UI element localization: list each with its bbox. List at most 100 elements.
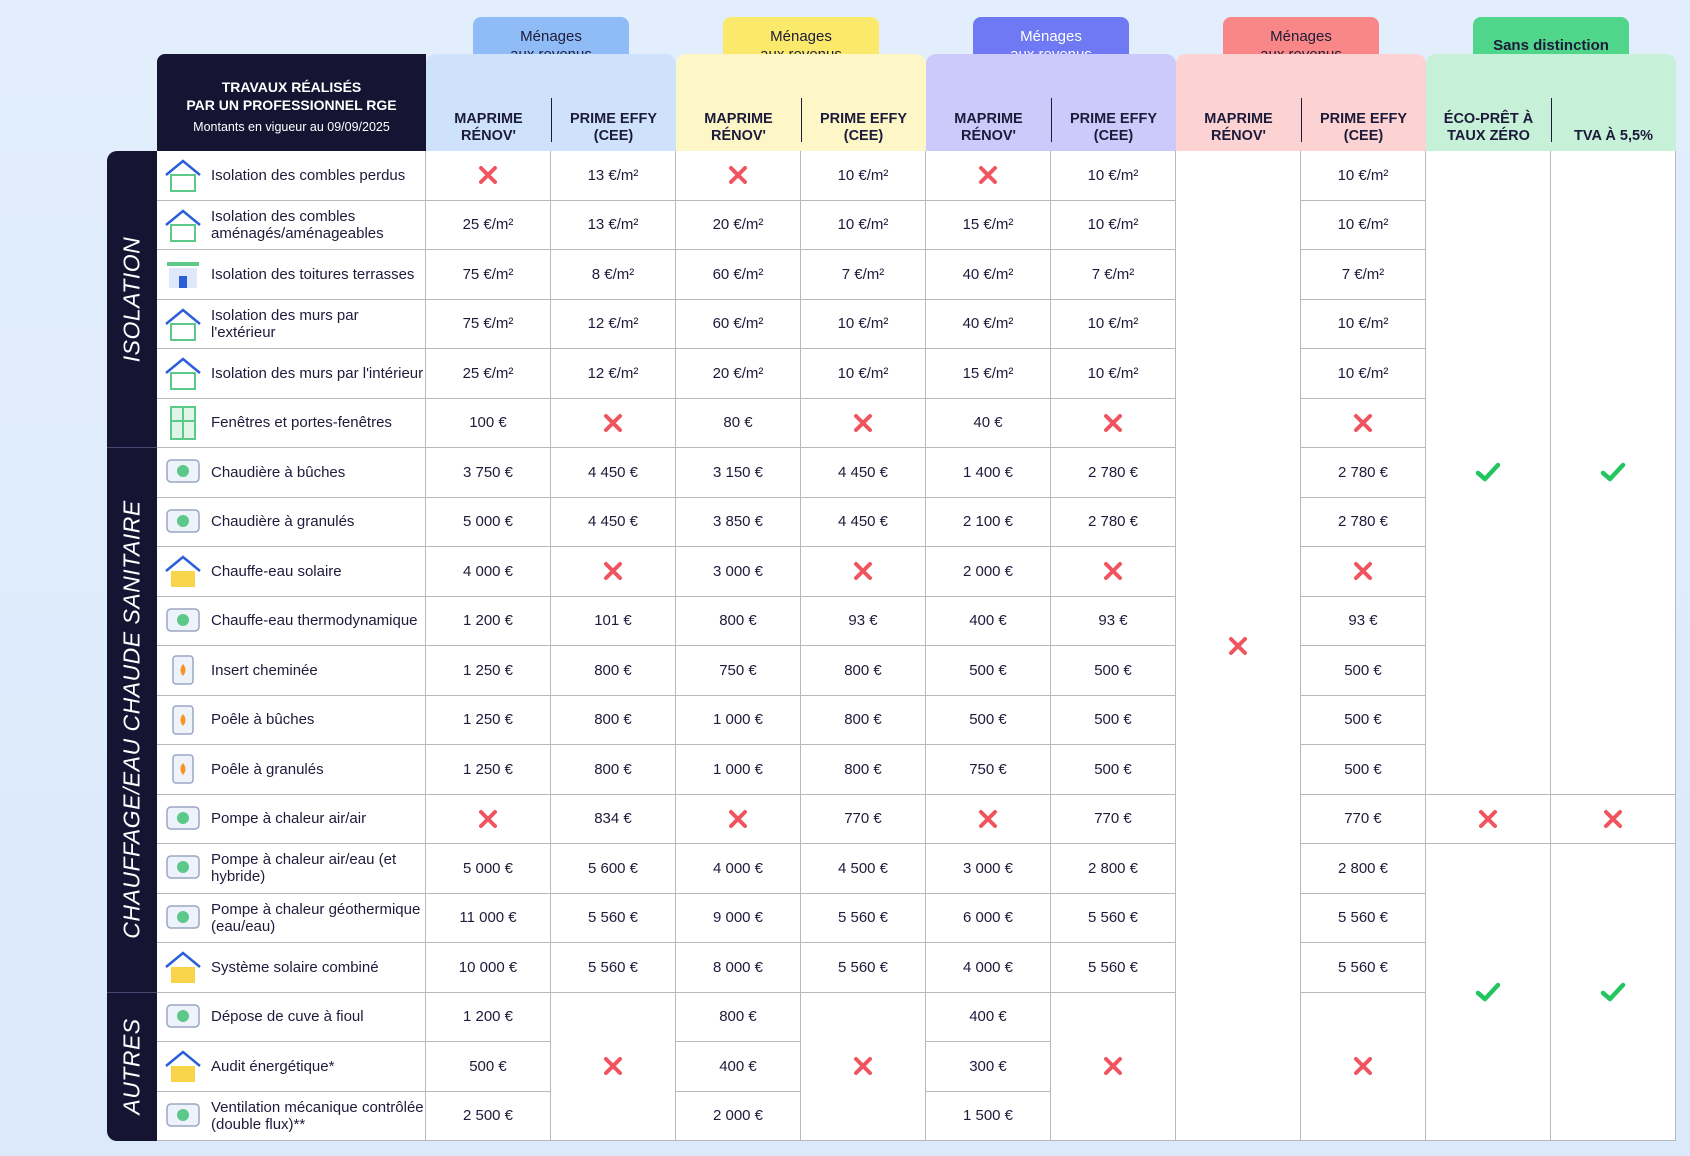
table-cell: 10 €/m² [1051,200,1176,250]
cross-icon [1604,809,1622,828]
table-cell: 15 €/m² [926,349,1051,399]
combined-solar-icon [165,951,201,984]
table-cell: 500 € [426,1042,551,1092]
table-cell: 75 €/m² [426,299,551,349]
table-cell: 500 € [1051,745,1176,795]
table-cell: 15 €/m² [926,200,1051,250]
table-cell: 2 780 € [1051,448,1176,498]
cross-icon [479,809,497,828]
air-water-heat-pump-icon [166,855,200,879]
table-cell: 93 € [801,596,926,646]
table-cell: 2 000 € [926,547,1051,597]
table-cell: 10 €/m² [801,349,926,399]
table-cell: 5 560 € [1051,943,1176,993]
row-label-text: Isolation des toitures terrasses [211,265,415,283]
oil-tank-icon [166,1004,200,1028]
table-cell [1551,151,1676,795]
row-label: Insert cheminée [157,646,426,696]
table-cell: 1 500 € [926,1091,1051,1141]
row-label-text: Fenêtres et portes-fenêtres [211,414,392,432]
table-cell: 10 000 € [426,943,551,993]
aid-table: TRAVAUX RÉALISÉS PAR UN PROFESSIONNEL RGE… [107,54,1676,1141]
row-label-text: Insert cheminée [211,661,318,679]
table-cell: 800 € [551,695,676,745]
column-header: MAPRIME RÉNOV' [1204,111,1273,144]
table-cell: 800 € [801,646,926,696]
row-label-text: Isolation des murs par l'intérieur [211,364,424,382]
table-cell: 1 250 € [426,695,551,745]
table-cell: 5 560 € [1051,893,1176,943]
table-cell: 500 € [1301,745,1426,795]
table-title-box: TRAVAUX RÉALISÉS PAR UN PROFESSIONNEL RGE… [157,54,426,151]
title-line: PAR UN PROFESSIONNEL RGE [186,96,397,113]
cross-icon [1354,413,1372,432]
column-header: MAPRIME RÉNOV' [954,111,1023,144]
air-air-heat-pump-icon [166,806,200,830]
table-cell: 12 €/m² [551,349,676,399]
table-cell: 7 €/m² [1301,250,1426,300]
table-cell: 1 250 € [426,745,551,795]
row-label-text: Chauffe-eau solaire [211,562,342,580]
table-cell [426,151,551,201]
table-cell: 93 € [1301,596,1426,646]
table-cell: 1 250 € [426,646,551,696]
column-header: PRIME EFFY (CEE) [1301,54,1426,151]
table-cell [1176,151,1301,1141]
table-cell [551,992,676,1141]
table-cell: 5 560 € [801,943,926,993]
cross-icon [604,562,622,581]
table-cell: 500 € [926,646,1051,696]
row-label: Chaudière à granulés [157,497,426,547]
row-label-text: Isolation des combles perdus [211,166,406,184]
table-cell: 770 € [1051,794,1176,844]
group-label-line: Ménages [1020,28,1082,45]
window-icon [170,405,196,440]
interior-wall-icon [165,357,201,391]
table-cell: 4 000 € [676,844,801,894]
column-header: ÉCO-PRÊT À TAUX ZÉRO [1443,111,1534,144]
table-cell: 13 €/m² [551,151,676,201]
fireplace-insert-icon [172,655,194,685]
table-cell: 20 €/m² [676,200,801,250]
row-label-text: Isolation des murs par l'extérieur [211,306,359,341]
cross-icon [979,809,997,828]
table-cell: 11 000 € [426,893,551,943]
row-label: Isolation des murs par l'extérieur [157,299,426,349]
row-label-text: Isolation des combles aménagés/aménageab… [211,207,384,242]
table-cell: 40 €/m² [926,250,1051,300]
row-label: Chauffe-eau thermodynamique [157,596,426,646]
row-label-text: Pompe à chaleur air/air [211,810,367,828]
table-cell: 4 450 € [551,448,676,498]
table-cell [1426,151,1551,795]
column-header: TVA À 5,5% [1551,54,1676,151]
flat-roof-icon [167,262,199,289]
category-band: AUTRES [107,992,157,1141]
table-cell: 10 €/m² [1301,299,1426,349]
exterior-wall-icon [165,308,201,341]
table-cell: 8 €/m² [551,250,676,300]
row-label-text: Dépose de cuve à fioul [211,1008,364,1026]
table-cell: 500 € [926,695,1051,745]
cross-icon [604,413,622,432]
attic-insulation-icon [165,159,201,193]
table-cell: 1 000 € [676,745,801,795]
table-cell: 5 560 € [801,893,926,943]
cross-icon [979,166,997,185]
table-cell: 2 780 € [1301,448,1426,498]
table-cell: 770 € [801,794,926,844]
group-label-line: Ménages [770,28,832,45]
table-cell: 13 €/m² [551,200,676,250]
table-cell: 2 800 € [1051,844,1176,894]
table-cell: 40 € [926,398,1051,448]
row-label-text: Chaudière à bûches [211,463,346,481]
group-label-line: Ménages [1270,28,1332,45]
table-cell [1551,844,1676,1141]
table-cell: 2 800 € [1301,844,1426,894]
row-label: Chaudière à bûches [157,448,426,498]
row-label: Pompe à chaleur géothermique (eau/eau) [157,893,426,943]
check-icon [1600,982,1626,1002]
check-icon [1475,463,1501,482]
row-label-text: Pompe à chaleur géothermique (eau/eau) [211,900,421,935]
row-label: Fenêtres et portes-fenêtres [157,398,426,448]
table-cell [1051,547,1176,597]
